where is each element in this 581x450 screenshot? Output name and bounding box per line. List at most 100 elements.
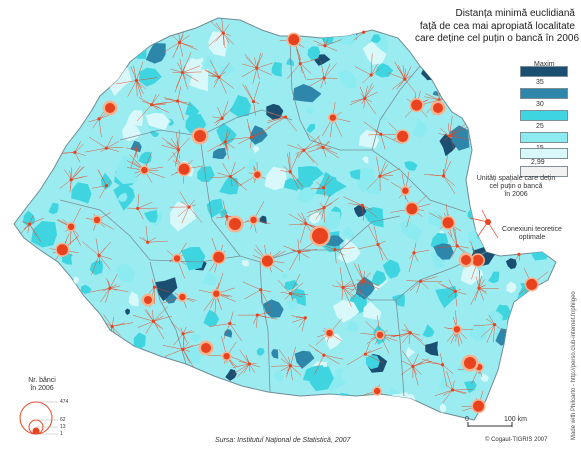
connection-line: [115, 80, 137, 85]
connection-line: [334, 249, 345, 256]
map-patch: [182, 402, 200, 419]
source-note: Sursa: Institutul Național de Statistică…: [215, 437, 351, 444]
map-patch: [42, 310, 49, 317]
map-patch: [399, 219, 423, 242]
connection-line: [212, 116, 223, 119]
map-patch: [488, 310, 503, 327]
connection-line: [176, 149, 179, 162]
connection-line: [204, 70, 220, 78]
bank-town-circle: [288, 292, 293, 296]
bank-town-circle: [181, 347, 185, 351]
scale-start-label: 0: [465, 416, 469, 423]
map-patch: [323, 393, 346, 415]
map-patch: [382, 259, 401, 279]
map-patch: [80, 378, 90, 386]
map-patch: [218, 390, 241, 414]
bank-town-circle: [151, 319, 155, 323]
connection-line: [334, 247, 355, 250]
connection-line: [416, 281, 421, 294]
connection-line: [442, 364, 447, 386]
connection-line: [256, 52, 262, 69]
connection-line: [144, 309, 154, 322]
map-patch: [40, 282, 60, 304]
connection-line: [290, 171, 300, 189]
bank-town-circle: [376, 331, 384, 339]
connection-line: [323, 63, 337, 79]
bank-town-circle: [223, 352, 230, 360]
connection-line: [244, 54, 257, 69]
connection-line: [182, 342, 203, 350]
connection-line: [88, 136, 107, 149]
map-patch: [333, 299, 360, 323]
connection-line: [280, 170, 291, 173]
map-patch: [307, 46, 321, 61]
connection-line: [177, 62, 183, 73]
map-patch: [489, 81, 518, 111]
legend-circle-value: 13: [60, 424, 66, 430]
connection-line: [74, 144, 84, 153]
bank-town-circle: [326, 329, 333, 337]
map-patch: [43, 344, 51, 353]
connection-line: [474, 288, 480, 302]
map-patch: [14, 196, 23, 211]
connection-line: [179, 35, 190, 43]
map-patch: [281, 273, 288, 279]
bank-town-circle: [397, 130, 409, 142]
map-patch: [504, 350, 519, 362]
connection-line: [268, 112, 286, 118]
map-patch: [297, 186, 316, 204]
legend-swatch-min: [520, 148, 568, 159]
connection-line: [348, 203, 363, 206]
connection-line: [349, 98, 365, 106]
connection-line: [218, 76, 227, 94]
map-patch: [21, 350, 36, 362]
connection-line: [137, 201, 153, 209]
connection-line: [342, 283, 354, 288]
connection-line: [280, 291, 291, 294]
bank-town-circle: [223, 140, 227, 144]
bank-town-circle: [406, 203, 418, 215]
map-patch: [428, 210, 445, 227]
connection-line: [442, 364, 454, 375]
connection-line: [137, 208, 144, 220]
bank-town-circle: [225, 214, 229, 219]
connection-line: [98, 255, 111, 270]
bank-town-circle: [361, 279, 365, 283]
connection-line: [443, 175, 456, 186]
connection-line: [457, 245, 470, 249]
map-patch: [212, 147, 227, 159]
map-patch: [469, 322, 487, 342]
map-patch: [108, 43, 123, 60]
connection-line: [478, 275, 482, 289]
connection-line: [222, 24, 230, 34]
bank-town-circle: [369, 73, 373, 77]
connection-line: [357, 264, 364, 281]
connection-line: [447, 231, 458, 247]
bank-town-circle: [408, 331, 412, 335]
connection-line: [400, 366, 414, 375]
connection-line: [132, 314, 154, 322]
connection-line: [342, 287, 355, 300]
bank-town-circle: [440, 363, 445, 367]
bank-town-circle: [146, 240, 150, 244]
legend-circle-size: [19, 401, 58, 435]
connection-line: [178, 137, 190, 150]
map-patch: [126, 110, 143, 126]
map-patch: [47, 92, 64, 108]
connection-line: [478, 279, 485, 289]
connection-line: [480, 324, 495, 338]
connection-line: [449, 115, 453, 136]
connection-line: [420, 281, 429, 289]
connection-line: [153, 315, 164, 322]
connection-line: [97, 169, 107, 186]
connection-line: [301, 317, 306, 332]
connection-line: [300, 58, 320, 64]
connection-line: [243, 363, 250, 373]
connection-line: [222, 163, 231, 177]
map-patch: [363, 301, 382, 321]
connection-line: [370, 63, 378, 76]
bank-town-circle: [220, 116, 224, 120]
bank-town-circle: [136, 206, 140, 211]
map-patch: [389, 21, 399, 30]
bank-town-circle: [441, 174, 446, 178]
